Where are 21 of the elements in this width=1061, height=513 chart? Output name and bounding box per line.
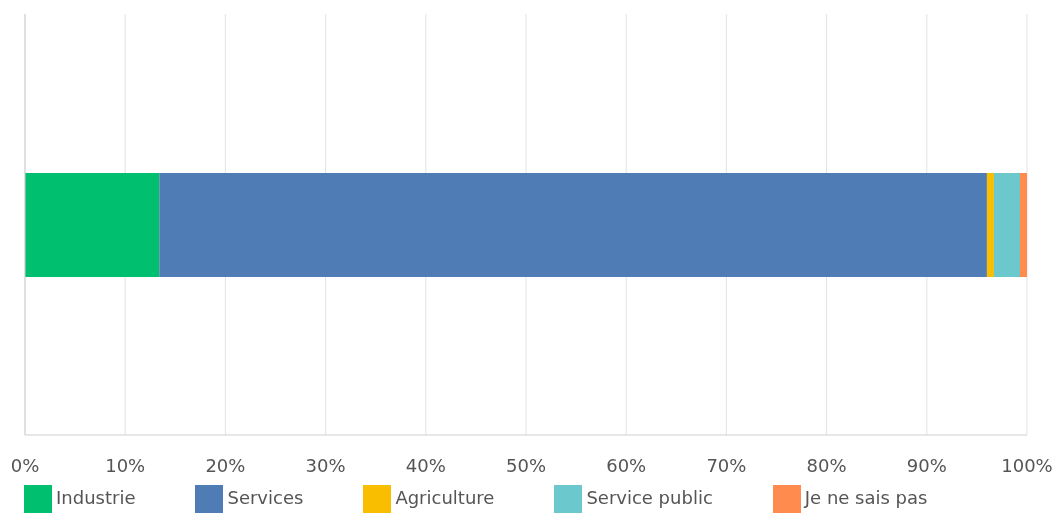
x-tick-label: 10% (105, 454, 146, 476)
legend-label: Je ne sais pas (804, 487, 928, 508)
x-tick-label: 20% (205, 454, 246, 476)
bar (986, 173, 994, 277)
x-tick-label: 80% (806, 454, 847, 476)
x-tick-label: 100% (1001, 454, 1053, 476)
x-tick-label: 0% (10, 454, 40, 476)
legend-label: Services (227, 487, 304, 508)
bar (25, 173, 160, 277)
x-tick-label: 40% (405, 454, 446, 476)
x-tick-label: 50% (505, 454, 547, 476)
x-tick-label: 90% (906, 454, 947, 476)
x-tick-label: 60% (606, 454, 647, 476)
legend-label: Agriculture (395, 487, 495, 508)
bar (1019, 173, 1027, 277)
bar (993, 173, 1020, 277)
bar (159, 173, 987, 277)
legend-label: Industrie (56, 487, 136, 508)
x-tick-label: 30% (305, 454, 346, 476)
x-tick-label: 70% (706, 454, 747, 476)
legend-label: Service public (586, 487, 713, 508)
